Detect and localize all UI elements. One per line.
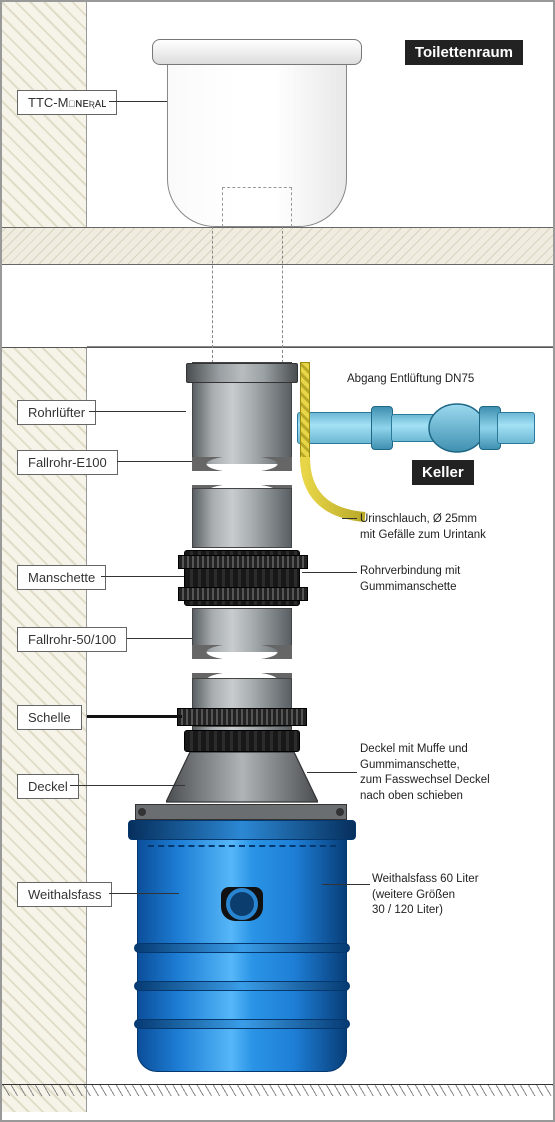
vent-pipe-right — [497, 412, 535, 444]
label-schelle: Schelle — [17, 705, 82, 730]
ground-line — [2, 1084, 553, 1096]
toilet — [167, 57, 347, 227]
label-keller: Keller — [412, 460, 474, 485]
barrel — [137, 822, 347, 1072]
label-rohrluefter: Rohrlüfter — [17, 400, 96, 425]
toilet-outlet — [222, 187, 292, 227]
pipe-rohrluefter — [192, 362, 292, 472]
manschette — [184, 550, 300, 606]
lead-rohrluefter — [89, 411, 186, 412]
label-toilettenraum: Toilettenraum — [405, 40, 523, 65]
ceiling-line — [2, 347, 553, 348]
lead-rohrverb — [302, 572, 357, 573]
pipe-break-2 — [192, 652, 292, 680]
lead-deckeldesc — [307, 772, 357, 773]
desc-rohrverb: Rohrverbindung mit Gummimanschette — [360, 564, 460, 595]
vent-coupler-1 — [371, 406, 393, 450]
barrel-dash — [148, 845, 336, 847]
diagram-canvas: Toilettenraum Keller — [0, 0, 555, 1122]
barrel-handle — [221, 887, 263, 921]
flange-bolt-l — [138, 808, 146, 816]
desc-rohrverb-l1: Rohrverbindung mit — [360, 565, 460, 577]
lead-manschette — [101, 576, 184, 577]
deckel-clamp — [184, 730, 300, 752]
schelle — [177, 708, 307, 726]
desc-fass-l1: Weithalsfass 60 Liter — [372, 873, 479, 885]
deckel-flange — [135, 804, 347, 820]
desc-fass-l2: (weitere Größen — [372, 889, 455, 901]
label-weithalsfass: Weithalsfass — [17, 882, 112, 907]
label-fallrohr-e100: Fallrohr-E100 — [17, 450, 118, 475]
schelle-mount — [87, 715, 182, 718]
desc-deckel-l3: zum Fasswechsel Deckel — [360, 774, 490, 786]
flange-bolt-r — [336, 808, 344, 816]
pipe-fallrohr-e100 — [192, 488, 292, 548]
lead-deckel — [70, 785, 185, 786]
desc-deckel-l1: Deckel mit Muffe und — [360, 743, 468, 755]
floor-slab-upper — [2, 227, 553, 265]
hose-vert — [300, 362, 310, 462]
barrel-ring-3 — [134, 1019, 350, 1029]
label-fallrohr-50-100: Fallrohr-50/100 — [17, 627, 127, 652]
desc-urin-l1: Urinschlauch, Ø 25mm — [360, 513, 477, 525]
desc-urin-l2: mit Gefälle zum Urintank — [360, 529, 486, 541]
vent-assembly — [297, 400, 527, 460]
pipe-collar-top — [186, 363, 298, 383]
barrel-ring-1 — [134, 943, 350, 953]
desc-deckel-l2: Gummimanschette, — [360, 759, 460, 771]
desc-fass: Weithalsfass 60 Liter (weitere Größen 30… — [372, 872, 479, 919]
lead-urin — [342, 518, 357, 519]
vent-valve — [427, 402, 487, 454]
floor-gap — [87, 265, 553, 347]
desc-deckel-l4: nach oben schieben — [360, 790, 463, 802]
manschette-clamp-bottom — [178, 587, 308, 601]
label-ttc: TTC-Mɪɴᴇʀᴀʟ — [17, 90, 117, 115]
manschette-clamp-top — [178, 555, 308, 569]
barrel-ring-2 — [134, 981, 350, 991]
desc-abgang: Abgang Entlüftung DN75 — [347, 372, 474, 388]
toilet-rim — [152, 39, 362, 65]
lead-e100 — [117, 461, 192, 462]
label-manschette: Manschette — [17, 565, 106, 590]
lead-fass — [109, 893, 179, 894]
barrel-lid — [128, 820, 356, 840]
deckel-cone — [166, 752, 318, 812]
desc-deckel: Deckel mit Muffe und Gummimanschette, zu… — [360, 742, 490, 804]
desc-fass-l3: 30 / 120 Liter) — [372, 904, 443, 916]
lead-ttc — [109, 101, 167, 102]
lead-fassdesc — [322, 884, 370, 885]
desc-urin: Urinschlauch, Ø 25mm mit Gefälle zum Uri… — [360, 512, 486, 543]
label-deckel: Deckel — [17, 774, 79, 799]
desc-rohrverb-l2: Gummimanschette — [360, 581, 457, 593]
lead-50100 — [127, 638, 192, 639]
